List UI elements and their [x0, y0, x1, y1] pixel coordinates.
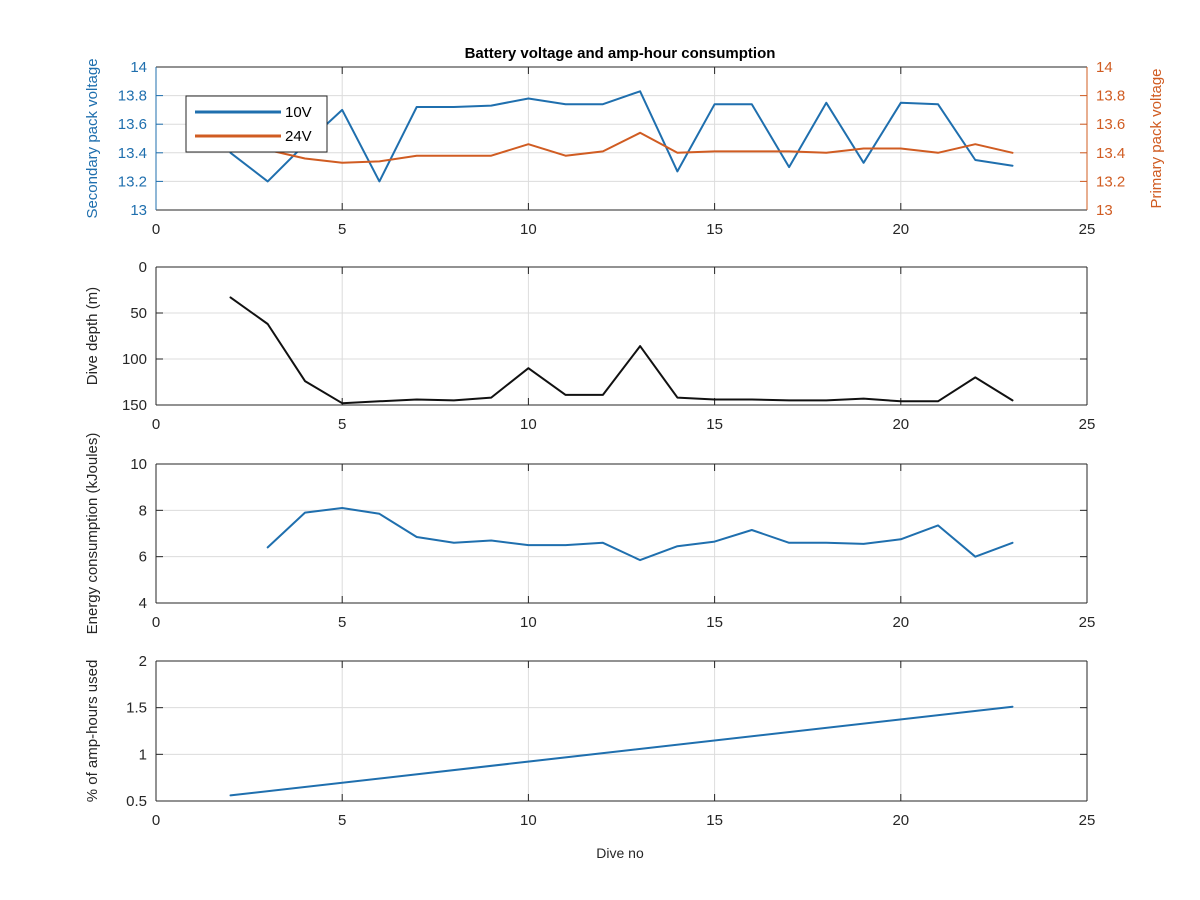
y-tick-label: 100: [122, 351, 147, 368]
y-right-axis-label: Primary pack voltage: [1148, 68, 1165, 208]
x-tick-label: 10: [520, 812, 537, 829]
x-tick-label: 5: [338, 812, 346, 829]
x-tick-label: 5: [338, 221, 346, 238]
y-axis-label: Secondary pack voltage: [84, 58, 101, 218]
x-tick-label: 15: [706, 221, 723, 238]
x-tick-label: 20: [892, 614, 909, 631]
x-tick-label: 15: [706, 614, 723, 631]
y-tick-label: 8: [139, 502, 147, 519]
x-tick-label: 25: [1079, 812, 1096, 829]
plot-area: [156, 464, 1087, 603]
series-line-10v: [229, 90, 1014, 183]
y-right-tick-label: 14: [1096, 59, 1113, 76]
x-tick-label: 0: [152, 812, 160, 829]
y-right-tick-label: 13.2: [1096, 173, 1125, 190]
plot-area: [156, 267, 1087, 405]
x-tick-label: 20: [892, 416, 909, 433]
y-tick-label: 1.5: [126, 700, 147, 717]
y-tick-label: 13.2: [118, 173, 147, 190]
y-axis-label: % of amp-hours used: [84, 660, 101, 803]
x-tick-label: 15: [706, 812, 723, 829]
y-tick-label: 0.5: [126, 793, 147, 810]
x-tick-label: 15: [706, 416, 723, 433]
y-tick-label: 2: [139, 653, 147, 670]
x-tick-label: 20: [892, 812, 909, 829]
legend-box: [185, 95, 328, 153]
y-axis-label: Dive depth (m): [84, 287, 101, 385]
y-tick-label: 50: [130, 305, 147, 322]
y-tick-label: 150: [122, 397, 147, 414]
x-tick-label: 0: [152, 416, 160, 433]
series-line-24v: [229, 131, 1014, 164]
x-tick-label: 25: [1079, 416, 1096, 433]
subplot-4: 0 5 10 15 20 25 0.5 1 1.5 2 % of amp-hours used: [84, 653, 1095, 829]
legend-label-24v: 24V: [285, 128, 312, 145]
figure-title: Battery voltage and amp-hour consumption: [465, 45, 776, 62]
series-line-1: [229, 705, 1014, 797]
series-line-1: [266, 507, 1014, 562]
x-tick-label: 0: [152, 221, 160, 238]
x-tick-label: 10: [520, 614, 537, 631]
subplot-2: 0 5 10 15 20 25 0 50 100 150 Dive depth (m): [84, 259, 1095, 433]
y-right-tick-label: 13: [1096, 202, 1113, 219]
series-line-1: [229, 296, 1014, 405]
subplot-1: 0 5 10 15 20 251313.213.413.613.8141313.213.4…: [84, 58, 1165, 238]
subplots: 0 5 10 15 20 251313.213.413.613.8141313.213.4…: [84, 58, 1165, 829]
y-tick-label: 6: [139, 549, 147, 566]
y-tick-label: 1: [139, 746, 147, 763]
y-axis-label: Energy consumption (kJoules): [84, 433, 101, 635]
y-right-tick-label: 13.6: [1096, 116, 1125, 133]
y-tick-label: 0: [139, 259, 147, 276]
y-tick-label: 14: [130, 59, 147, 76]
x-tick-label: 5: [338, 416, 346, 433]
x-tick-label: 10: [520, 221, 537, 238]
x-tick-label: 5: [338, 614, 346, 631]
x-tick-label: 25: [1079, 221, 1096, 238]
legend-label-10v: 10V: [285, 104, 312, 121]
y-tick-label: 10: [130, 456, 147, 473]
plot-area: [156, 661, 1087, 801]
y-tick-label: 13.8: [118, 88, 147, 105]
y-tick-label: 13.4: [118, 145, 147, 162]
y-right-tick-label: 13.4: [1096, 145, 1125, 162]
y-tick-label: 4: [139, 595, 147, 612]
subplot-3: 0 5 10 15 20 25 4 6 8 10 Energy consumption (kJoul…: [84, 433, 1095, 635]
x-tick-label: 0: [152, 614, 160, 631]
y-tick-label: 13: [130, 202, 147, 219]
x-axis-label: Dive no: [596, 845, 644, 861]
x-tick-label: 10: [520, 416, 537, 433]
x-tick-label: 20: [892, 221, 909, 238]
y-tick-label: 13.6: [118, 116, 147, 133]
x-tick-label: 25: [1079, 614, 1096, 631]
y-right-tick-label: 13.8: [1096, 88, 1125, 105]
